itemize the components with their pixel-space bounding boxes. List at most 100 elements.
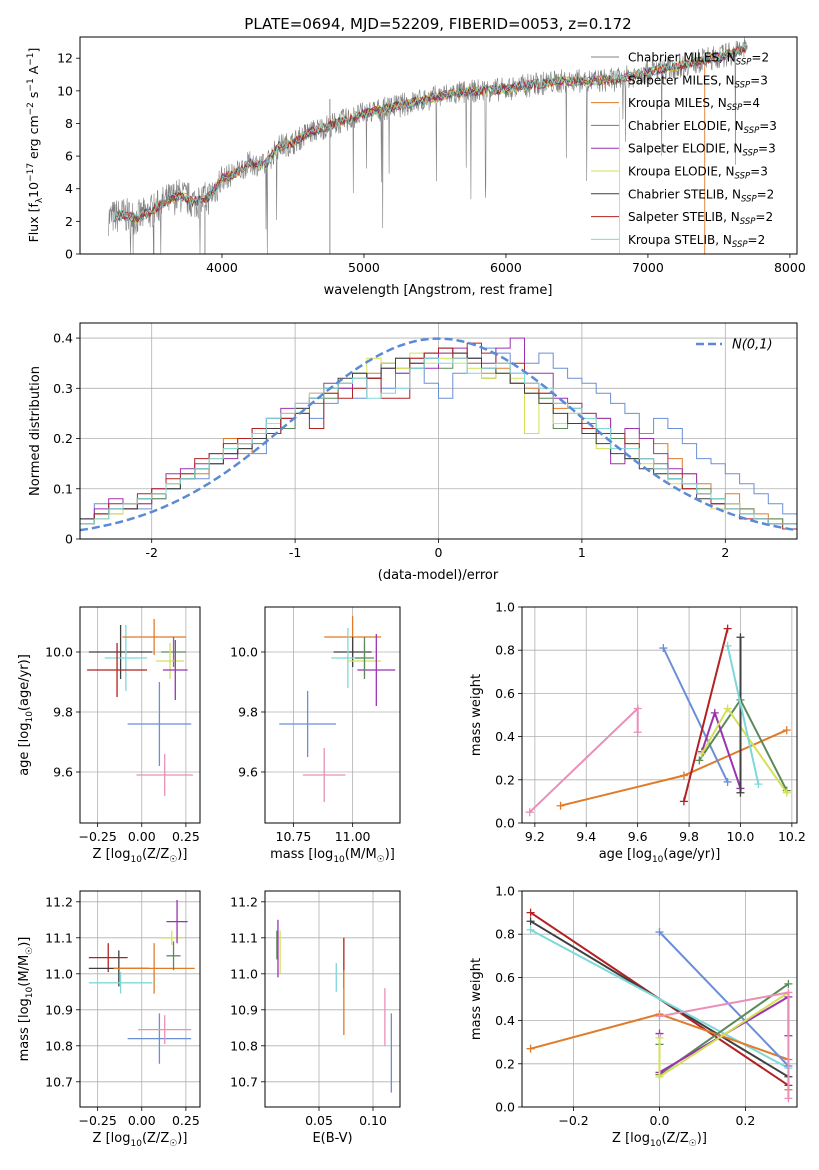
y-axis-label: mass [log10(M/M☉)] — [17, 937, 35, 1062]
y-tick-label: 11.1 — [230, 930, 258, 945]
x-tick-label: -2 — [145, 545, 157, 560]
x-tick-label: 10.2 — [778, 829, 806, 844]
data-marker — [697, 749, 706, 758]
x-tick-label: 0.0 — [650, 1113, 670, 1128]
axes-ebv_mass: 0.05 0.10 10.7 10.8 10.9 11.0 11.1 11.2 E(B-V) — [230, 890, 401, 1146]
weight-series — [529, 706, 639, 813]
plot-area-Z_mass — [88, 900, 195, 1064]
y-tick-label: 11.2 — [230, 894, 258, 909]
plot-area-Z_age — [87, 619, 193, 796]
x-axis-label: age [log10(age/yr)] — [599, 847, 721, 865]
x-tick-label: 8000 — [774, 260, 806, 275]
axes-residuals: -2 -1 0 1 2 0 0.1 0.2 0.3 0.4 (data-model)/error No… — [28, 322, 798, 583]
x-tick-label: 9.6 — [628, 829, 648, 844]
gaussian-curve — [80, 337, 795, 532]
data-marker — [784, 1094, 793, 1103]
y-tick-label: 0.8 — [495, 643, 515, 658]
axes-age_weight: 9.2 9.4 9.6 9.8 10.0 10.2 0.0 0.2 0.4 0.6 0.8 1.0 ag… — [469, 600, 806, 866]
data-marker — [784, 988, 793, 997]
y-tick-label: 0.0 — [495, 816, 515, 831]
y-tick-label: 0.4 — [495, 1013, 515, 1028]
axes-frame — [79, 890, 201, 1108]
x-axis-label: E(B-V) — [312, 1131, 352, 1146]
x-axis-label: Z [log10(Z/Z☉)] — [93, 847, 188, 865]
data-marker — [655, 1033, 664, 1042]
weight-series — [700, 709, 742, 789]
y-tick-label: 0.6 — [495, 686, 515, 701]
x-tick-label: 0.10 — [359, 1113, 387, 1128]
legend-entry: Salpeter STELIB, NSSP=2 — [628, 210, 773, 227]
y-tick-label: 0.3 — [53, 381, 73, 396]
histogram-series — [80, 347, 797, 520]
x-tick-label: 0.05 — [305, 1113, 333, 1128]
legend-entry: N(0,1) — [732, 338, 773, 353]
y-tick-label: 2 — [65, 214, 73, 229]
y-tick-label: 10.7 — [45, 1074, 73, 1089]
x-axis-label: wavelength [Angstrom, rest frame] — [324, 283, 553, 298]
data-marker — [526, 917, 535, 926]
x-axis-label: Z [log10(Z/Z☉)] — [612, 1131, 707, 1149]
y-tick-label: 11.1 — [45, 930, 73, 945]
y-tick-label: 0.4 — [53, 331, 73, 346]
axes-Z_weight: −0.2 0.0 0.2 0.0 0.2 0.4 0.6 0.8 1.0 Z [log10(Z/Z… — [469, 884, 798, 1149]
y-tick-label: 9.6 — [53, 765, 73, 780]
data-marker — [633, 728, 642, 737]
plot-area-spectrum — [108, 37, 748, 254]
y-axis-label: Normed distribution — [28, 366, 43, 496]
plot-area-residuals — [80, 337, 797, 532]
data-marker — [659, 644, 668, 653]
legend-entry: Kroupa STELIB, NSSP=2 — [628, 233, 765, 250]
y-tick-label: 10.7 — [230, 1074, 258, 1089]
axes-Z_age: −0.25 0.00 0.25 9.6 9.8 10.0 Z [log10(Z/Z☉)] ag… — [17, 606, 201, 865]
legend: Chabrier MILES, NSSP=2 Salpeter MILES, NS… — [591, 51, 777, 250]
axes-spectrum: 4000 5000 6000 7000 8000 0 2 4 6 8 10 12 PLATE=0694,… — [26, 15, 806, 298]
y-tick-label: 10.0 — [45, 645, 73, 660]
legend-entry: Chabrier STELIB, NSSP=2 — [628, 187, 774, 204]
x-tick-label: 0.00 — [128, 1113, 156, 1128]
legend-entry: Chabrier MILES, NSSP=2 — [628, 51, 769, 68]
data-marker — [782, 788, 791, 797]
axes-frame — [264, 890, 401, 1108]
data-marker — [526, 1044, 535, 1053]
y-tick-label: 11.0 — [230, 966, 258, 981]
axes-frame — [521, 606, 798, 824]
data-marker — [736, 633, 745, 642]
weight-series — [658, 931, 790, 1067]
weight-series — [682, 628, 729, 802]
x-tick-label: 9.8 — [679, 829, 699, 844]
y-axis-label: age [log10(age/yr)] — [17, 654, 35, 776]
y-tick-label: 11.2 — [45, 894, 73, 909]
data-marker — [655, 1072, 664, 1081]
y-tick-label: 0.8 — [495, 927, 515, 942]
x-tick-label: 0.00 — [128, 829, 156, 844]
data-marker — [525, 808, 534, 817]
x-tick-label: 2 — [721, 545, 729, 560]
x-tick-label: 6000 — [490, 260, 522, 275]
y-axis-label: mass weight — [469, 958, 484, 1040]
x-axis-label: mass [log10(M/M☉)] — [270, 847, 395, 865]
y-tick-label: 9.6 — [238, 765, 258, 780]
data-marker — [710, 708, 719, 717]
legend-entry: Kroupa ELODIE, NSSP=3 — [628, 165, 768, 182]
y-tick-label: 4 — [65, 181, 73, 196]
data-marker — [633, 704, 642, 713]
x-tick-label: 11.00 — [335, 829, 371, 844]
data-marker — [695, 756, 704, 765]
data-marker — [723, 777, 732, 786]
x-tick-label: 0.2 — [735, 1113, 755, 1128]
data-marker — [736, 788, 745, 797]
y-tick-label: 0.1 — [53, 481, 73, 496]
y-tick-label: 10 — [57, 83, 73, 98]
y-tick-label: 9.8 — [53, 705, 73, 720]
y-axis-label: Flux [fλ10−17 erg cm−2 s−1 A−1] — [26, 48, 45, 243]
histogram-series — [80, 342, 797, 530]
data-marker — [655, 928, 664, 937]
axes-frame — [79, 606, 201, 824]
legend-entry: Salpeter MILES, NSSP=3 — [628, 73, 768, 90]
legend-entry: Chabrier ELODIE, NSSP=3 — [628, 119, 777, 136]
y-tick-label: 10.0 — [230, 645, 258, 660]
x-tick-label: 9.2 — [525, 829, 545, 844]
x-tick-label: 0.25 — [172, 1113, 200, 1128]
y-tick-label: 6 — [65, 149, 73, 164]
